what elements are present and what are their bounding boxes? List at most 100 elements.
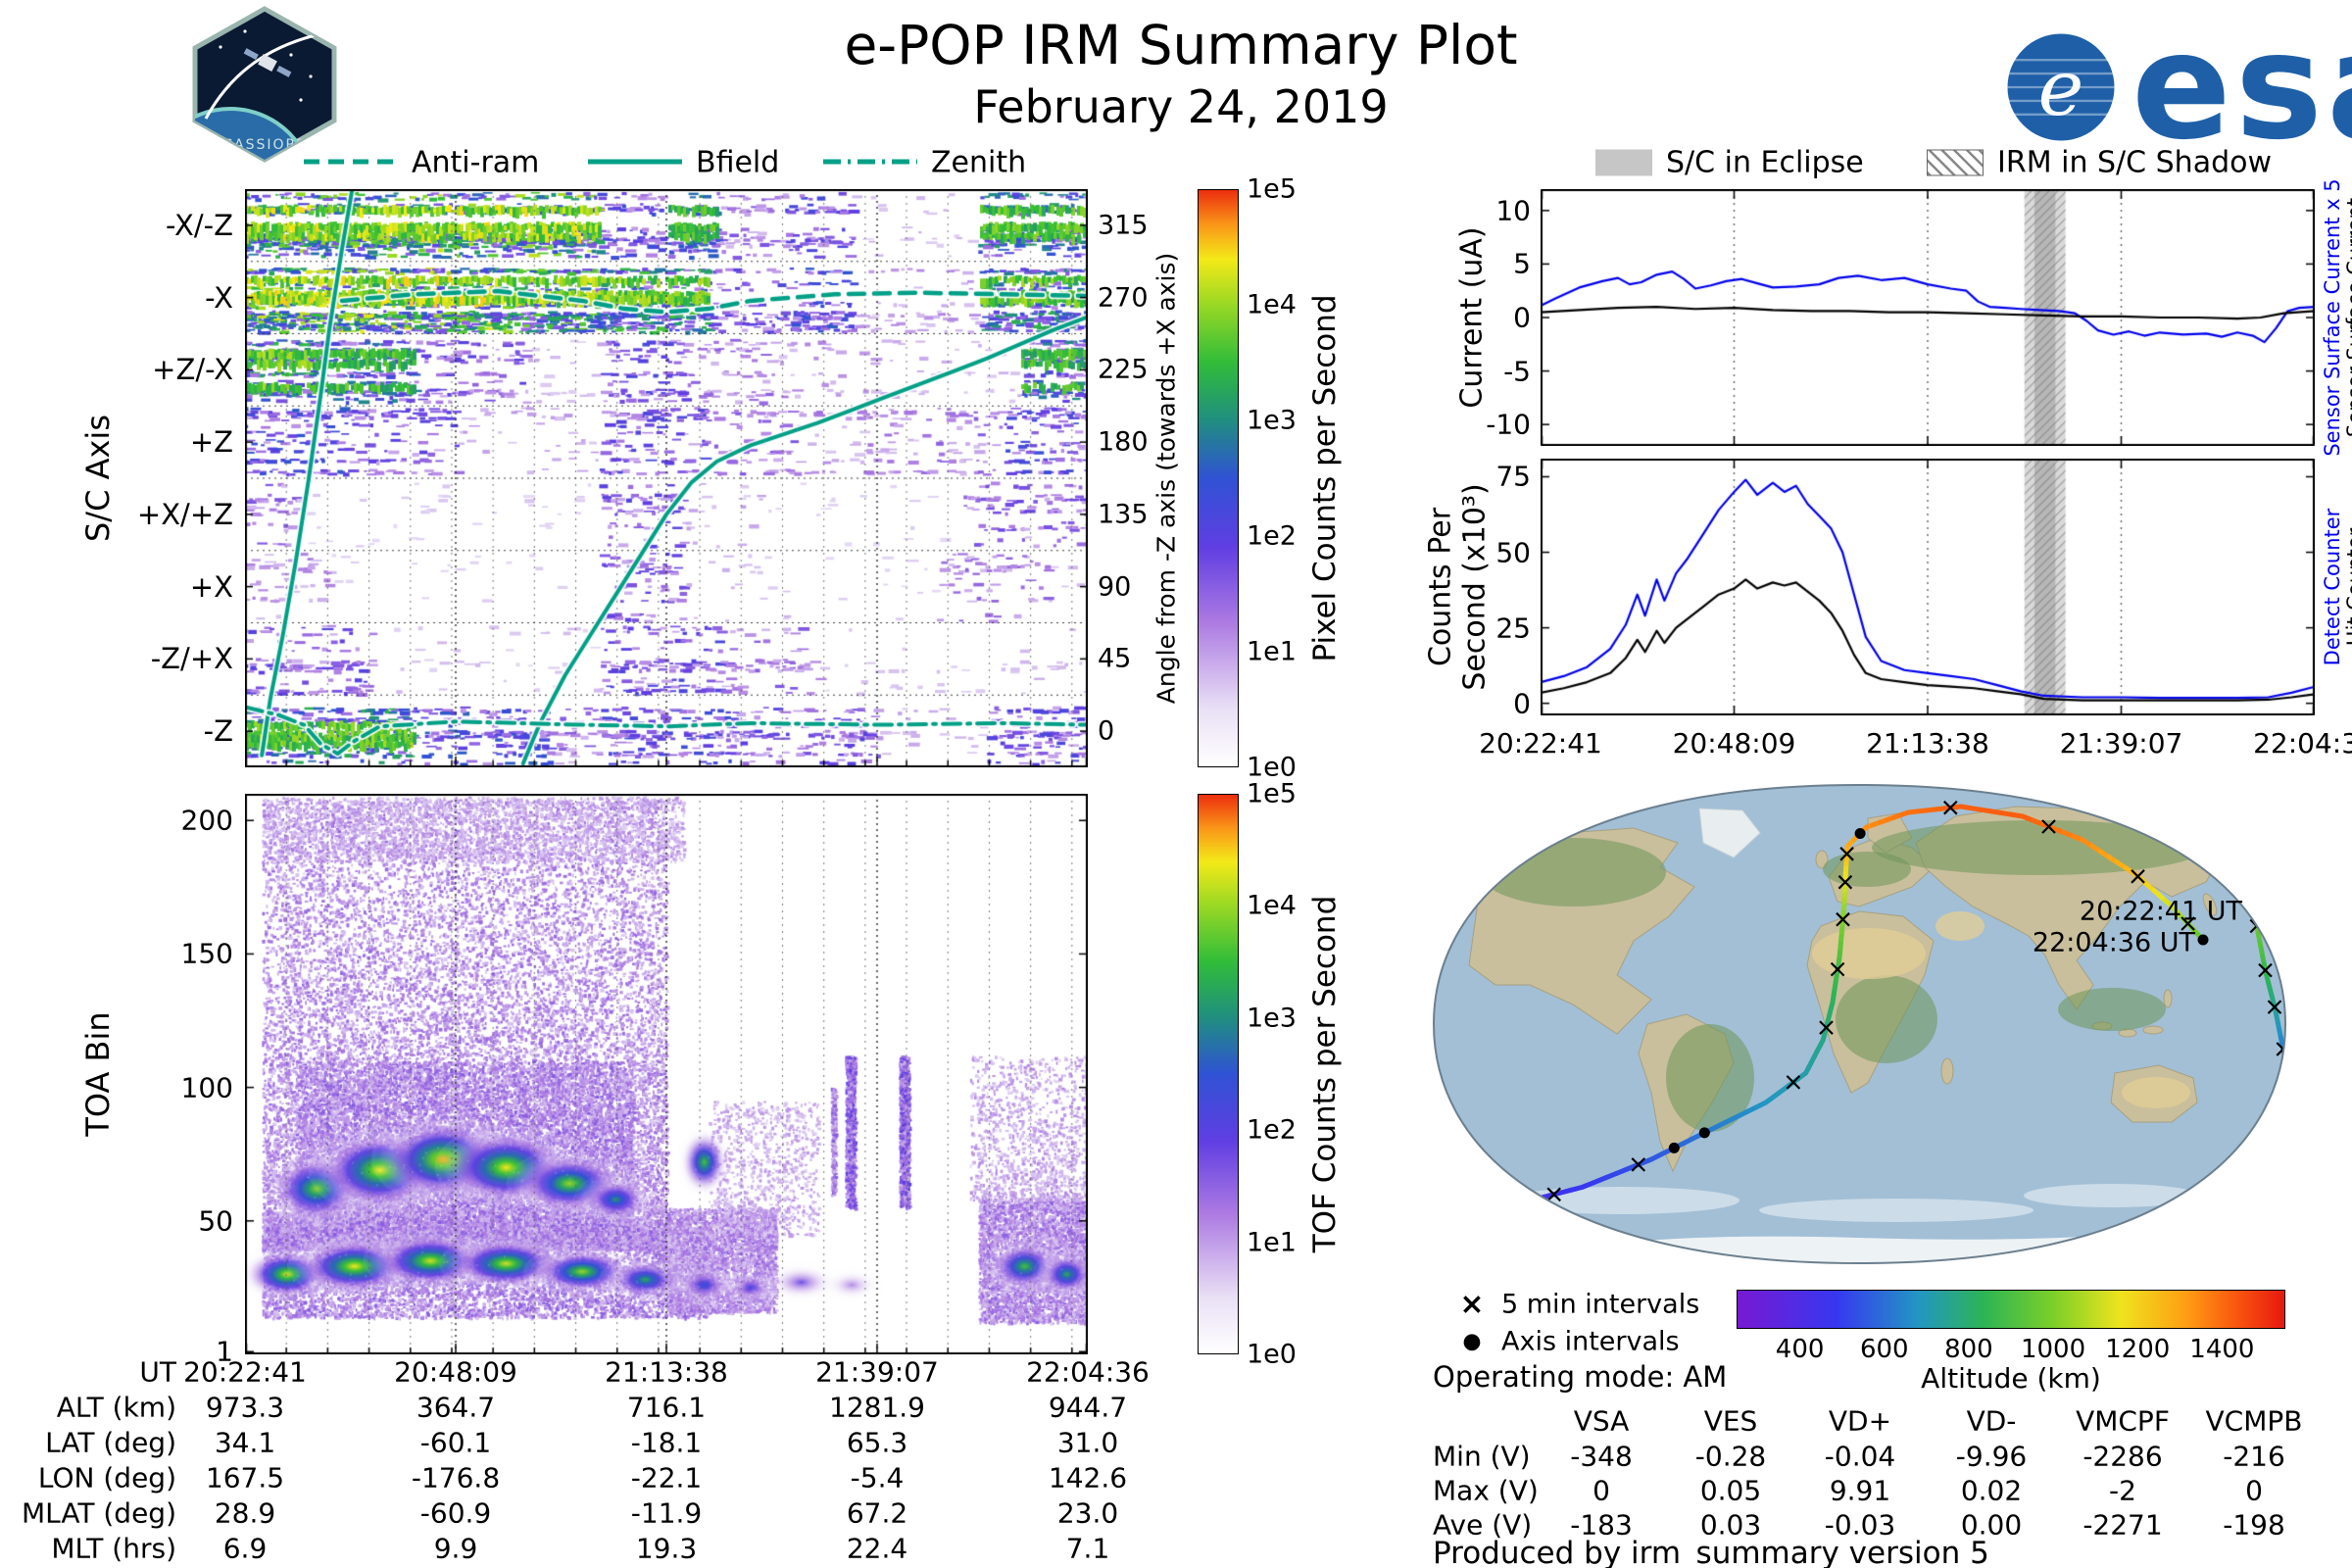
voltage-value: 0 <box>1592 1474 1610 1507</box>
map-start-time-annotation: 20:22:41 UT <box>2079 896 2242 927</box>
five-min-x-marker <box>1830 961 1845 977</box>
track-segment <box>1434 1186 1443 1194</box>
ephemeris-value: 22.4 <box>846 1532 908 1565</box>
voltage-value: 0.05 <box>1699 1474 1762 1507</box>
counts-tick-label: 50 <box>1495 536 1531 569</box>
ephemeris-value: 31.0 <box>1056 1426 1119 1459</box>
counts-tick-label: 0 <box>1513 687 1531 720</box>
five-min-x-marker <box>1786 1075 1801 1090</box>
voltage-row-label: Ave (V) <box>1433 1508 1533 1542</box>
sc-axis-tick-label: -X <box>205 280 233 315</box>
altitude-tick-label: 400 <box>1775 1335 1825 1364</box>
voltage-col-header: VD+ <box>1828 1404 1892 1438</box>
sc-axis-tick-label: -X/-Z <box>166 208 233 242</box>
ephemeris-value: 67.2 <box>846 1496 908 1530</box>
track-segment <box>1428 1128 1429 1136</box>
ephemeris-value: -60.9 <box>419 1496 492 1530</box>
five-min-x-marker <box>1546 1187 1561 1202</box>
angle-tick-label: 0 <box>1098 715 1115 747</box>
five-min-x-marker <box>1943 800 1958 815</box>
ephemeris-value: 21:39:07 <box>815 1355 939 1389</box>
ephemeris-value: -60.1 <box>419 1426 492 1459</box>
voltage-col-header: VMCPF <box>2076 1404 2170 1438</box>
hit-counter-label: Hit Counter <box>2343 527 2352 647</box>
legend-shadow-label: IRM in S/C Shadow <box>1997 145 2273 180</box>
tof-colorbar-tick-label: 1e3 <box>1247 1003 1297 1034</box>
voltage-value: 0 <box>2245 1474 2263 1507</box>
tof-colorbar-tick-label: 1e2 <box>1247 1114 1297 1146</box>
track-segment <box>1511 1199 1529 1207</box>
altitude-colorbar-label: Altitude (km) <box>1921 1362 2101 1395</box>
track-segment <box>1441 1190 1451 1198</box>
axis-interval-dot-marker <box>1668 1142 1680 1153</box>
ephemeris-value: 20:48:09 <box>394 1355 517 1389</box>
ephemeris-value: -176.8 <box>411 1461 501 1494</box>
track-segment <box>1437 1188 1446 1196</box>
tof-colorbar-tick-label: 1e5 <box>1247 778 1297 809</box>
ephemeris-value: 944.7 <box>1048 1391 1128 1424</box>
voltage-value: -9.96 <box>1955 1440 2028 1473</box>
pixel-colorbar-tick-label: 1e3 <box>1247 405 1297 436</box>
right-time-tick-label: 20:48:09 <box>1672 727 1796 760</box>
voltage-value: 0.02 <box>1960 1474 2023 1507</box>
sensor-surface-current-label: Sensor Surface Current <box>2343 197 2352 438</box>
patch-satellite-icon <box>243 48 292 77</box>
five-min-x-marker <box>1631 1157 1646 1172</box>
sc-axis-tick-label: -Z <box>203 714 233 749</box>
tof-counts-colorbar-label: TOF Counts per Second <box>1307 895 1343 1253</box>
track-segment <box>1434 1178 1438 1191</box>
irm-counts-plot <box>1541 459 2315 715</box>
altitude-tick-label: 600 <box>1859 1335 1909 1364</box>
tof-colorbar-tick-label: 1e1 <box>1247 1227 1297 1258</box>
track-segment <box>1446 1192 1456 1200</box>
british-isles <box>1815 850 1829 869</box>
five-min-x-marker <box>2180 916 2195 931</box>
track-segment <box>2282 1055 2285 1069</box>
track-segment <box>1434 1156 1435 1169</box>
track-segment <box>2290 1081 2292 1088</box>
axis-interval-dot-marker <box>1698 1127 1710 1139</box>
toa-tick-label: 200 <box>180 804 233 837</box>
track-segment <box>1434 1171 1437 1184</box>
esa-globe-icon: e <box>2007 33 2115 141</box>
eclipse-legend-swatch <box>1595 149 1652 176</box>
angle-tick-label: 135 <box>1098 499 1149 530</box>
ephemeris-value: 1281.9 <box>829 1391 925 1424</box>
counts-ylabel: Counts Per Second (x10³) <box>1424 483 1493 690</box>
pixel-colorbar-tick-label: 1e4 <box>1247 289 1297 320</box>
sc-axis-tick-label: +X/+Z <box>136 497 233 531</box>
voltage-value: -183 <box>1570 1508 1633 1542</box>
altitude-tick-label: 1400 <box>2189 1335 2255 1364</box>
esa-globe-stripes <box>2007 59 2115 116</box>
axis-interval-dot-marker <box>1434 1148 1437 1158</box>
tof-counts-colorbar <box>1198 794 1239 1354</box>
ephemeris-row-label: ALT (km) <box>56 1391 176 1424</box>
cassiope-mission-patch: CASSIOPE <box>192 6 337 163</box>
current-tick-label: -10 <box>1486 408 1531 441</box>
operating-mode-text: Operating mode: AM <box>1433 1360 1728 1394</box>
sc-axis-tick-label: +Z <box>189 425 233 460</box>
track-segment <box>1455 1197 1465 1204</box>
five-min-x-marker <box>1839 847 1854 861</box>
voltage-value: -2 <box>2109 1474 2136 1507</box>
toa-tick-label: 1 <box>216 1335 233 1368</box>
five-min-x-marker <box>1819 1020 1834 1035</box>
sc-axis-tick-label: +Z/-X <box>152 353 233 387</box>
ephemeris-row-label: MLAT (deg) <box>21 1496 176 1530</box>
voltage-value: 0.03 <box>1699 1508 1762 1542</box>
five-min-x-marker <box>2286 1086 2293 1099</box>
ephemeris-value: -18.1 <box>630 1426 703 1459</box>
voltage-row-label: Max (V) <box>1433 1474 1539 1507</box>
toa-tick-label: 150 <box>180 937 233 970</box>
voltage-value: -198 <box>2223 1508 2285 1542</box>
counts-tick-label: 25 <box>1495 612 1531 645</box>
track-segment <box>1434 1163 1436 1176</box>
page-date: February 24, 2019 <box>973 80 1389 133</box>
angle-tick-label: 270 <box>1098 282 1149 314</box>
track-segment <box>1502 1201 1517 1207</box>
ephemeris-value: 34.1 <box>214 1426 276 1459</box>
legend-anti-ram-label: Anti-ram <box>412 145 540 180</box>
five-min-x-marker <box>1838 874 1853 890</box>
page-title: e-POP IRM Summary Plot <box>844 14 1518 76</box>
